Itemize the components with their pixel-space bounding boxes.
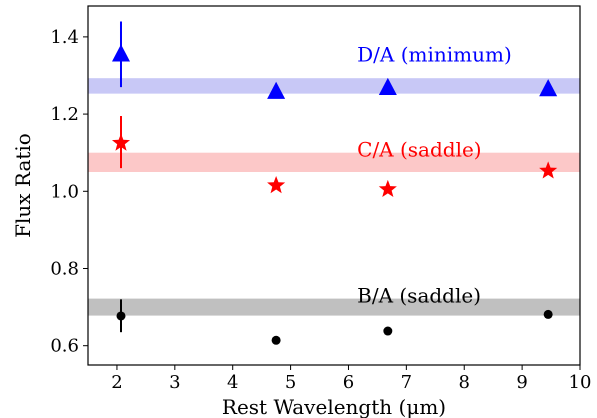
x-tick-label: 7 xyxy=(401,372,412,393)
y-tick-label: 0.8 xyxy=(50,258,79,279)
x-tick-label: 3 xyxy=(169,372,180,393)
data-point xyxy=(543,309,553,319)
series-annotation: D/A (minimum) xyxy=(357,42,512,66)
x-tick-label: 5 xyxy=(285,372,296,393)
y-tick-label: 1.4 xyxy=(50,27,79,48)
y-tick-label: 1.2 xyxy=(50,104,79,125)
y-axis-title: Flux Ratio xyxy=(11,133,35,238)
markers-layer xyxy=(111,44,558,345)
x-tick-label: 9 xyxy=(516,372,527,393)
x-tick-label: 2 xyxy=(111,372,122,393)
series-annotation: C/A (saddle) xyxy=(357,138,481,162)
series-annotation: B/A (saddle) xyxy=(357,284,481,308)
x-axis-title: Rest Wavelength (μm) xyxy=(222,395,446,418)
data-point xyxy=(111,44,130,62)
x-tick-label: 6 xyxy=(343,372,354,393)
bands-layer xyxy=(88,78,580,316)
data-point xyxy=(116,311,126,321)
x-tick-label: 8 xyxy=(459,372,470,393)
data-point xyxy=(383,326,393,336)
plot-frame xyxy=(87,5,581,366)
data-point xyxy=(271,335,281,345)
y-tick-label: 1.0 xyxy=(50,181,79,202)
y-tick-label: 0.6 xyxy=(50,336,79,357)
annotation-layer: D/A (minimum) C/A (saddle) B/A (saddle) xyxy=(357,42,512,307)
data-point xyxy=(378,77,397,96)
data-point xyxy=(539,161,558,179)
x-tick-label: 10 xyxy=(569,372,592,393)
axis-layer: 2 3 4 5 6 7 8 9 10 0.6 0.8 1.0 1.2 1.4 xyxy=(50,27,591,393)
x-tick-label: 4 xyxy=(227,372,238,393)
data-point xyxy=(267,81,286,99)
data-point xyxy=(539,79,558,97)
band-2 xyxy=(88,298,580,316)
band-0 xyxy=(88,78,580,94)
data-point xyxy=(111,133,131,151)
data-point xyxy=(267,176,286,194)
data-point xyxy=(378,179,397,198)
band-1 xyxy=(88,152,580,172)
